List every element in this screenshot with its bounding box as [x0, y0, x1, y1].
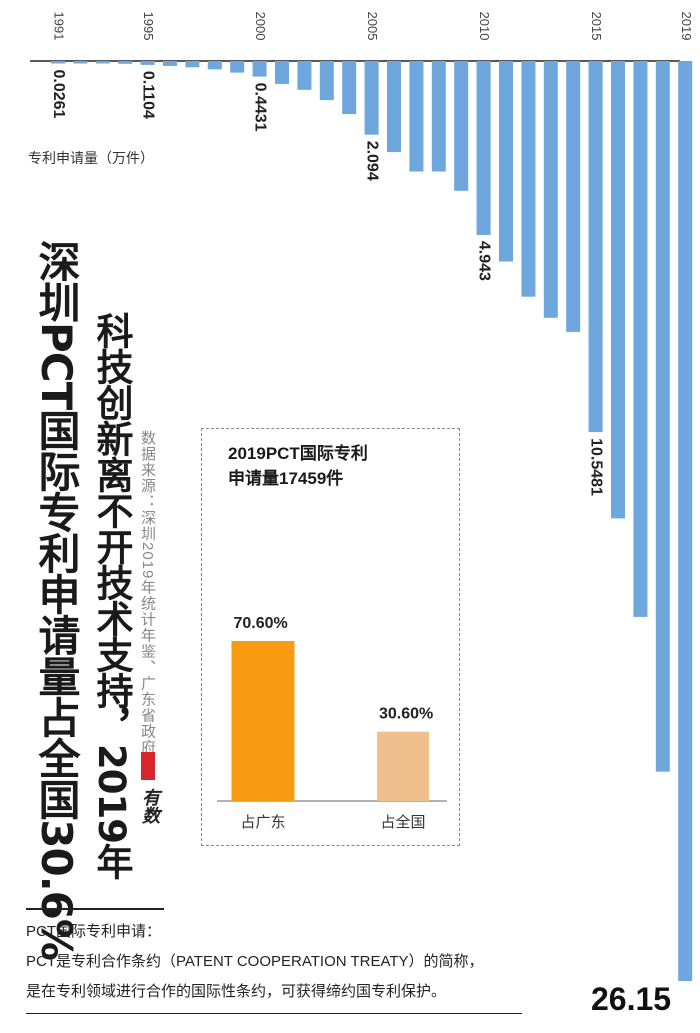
value-label-2010: 4.943 [475, 241, 492, 281]
bar-1996 [163, 61, 177, 66]
year-label-2010: 2010 [477, 12, 492, 41]
footnote-bottom-rule [26, 1013, 522, 1014]
bar-2011 [499, 61, 513, 262]
footnote-line-2: 是在专利领域进行合作的国际性条约，可获得缔约国专利保护。 [26, 983, 447, 1000]
inset-category-label-1: 占广东 [240, 814, 285, 831]
bar-2010 [476, 61, 491, 235]
inset-title-line1: 2019PCT国际专利 [228, 444, 368, 463]
year-label-1995: 1995 [141, 12, 156, 41]
footnote-heading: PCT国际专利申请： [26, 923, 162, 940]
value-label-2015: 10.5481 [587, 438, 604, 496]
inset-bar-chart: 70.60% 占广东 30.60% 占全国 [217, 615, 447, 831]
inset-bar-2 [377, 731, 429, 801]
bar-2009 [454, 61, 469, 191]
inset-chart-panel: 2019PCT国际专利 申请量17459件 70.60% 占广东 30.60% 占全国 [201, 428, 460, 846]
bar-2005 [364, 61, 379, 135]
bar-2006 [387, 61, 401, 153]
bar-1998 [207, 61, 222, 70]
bar-2001 [275, 61, 289, 84]
inset-title: 2019PCT国际专利 申请量17459件 [228, 441, 448, 491]
bar-2007 [409, 61, 424, 172]
bar-2000 [252, 61, 267, 77]
bar-1991 [51, 61, 65, 64]
inset-value-label-2: 30.60% [379, 706, 433, 723]
brand-logo [141, 752, 155, 780]
value-label-1995: 0.1104 [139, 71, 156, 119]
main-title: 深圳PCT国际专利申请量占全国30.6% [32, 240, 81, 960]
year-label-2005: 2005 [365, 12, 380, 41]
inset-category-label-2: 占全国 [380, 813, 425, 831]
bar-1994 [118, 61, 133, 64]
bar-2003 [319, 61, 334, 101]
bar-1993 [95, 61, 110, 64]
bar-2012 [521, 61, 536, 297]
bar-1992 [73, 61, 88, 64]
inset-value-label-1: 70.60% [234, 615, 288, 632]
data-source-note: 数据来源：深圳2019年统计年鉴、广东省政府网 [139, 430, 156, 772]
footnote-top-rule [26, 908, 164, 910]
value-label-2005: 2.094 [363, 141, 380, 181]
year-label-1991: 1991 [52, 12, 67, 41]
footnote-line-1: PCT是专利合作条约（PATENT COOPERATION TREATY）的简称… [26, 953, 484, 970]
subtitle: 科技创新离不开技术支持，2019年 [90, 312, 133, 879]
bar-2019 [678, 61, 693, 981]
year-label-2000: 2000 [253, 12, 268, 41]
bar-2014 [566, 61, 581, 332]
year-label-2015: 2015 [589, 12, 604, 41]
value-label-1991: 0.0261 [50, 70, 67, 119]
brand-script-logo: 有数 [139, 788, 160, 824]
value-label-2019: 26.15 [591, 981, 672, 1017]
inset-title-line2: 申请量17459件 [228, 469, 344, 488]
bar-2002 [297, 61, 312, 90]
bar-2004 [342, 61, 357, 115]
y-axis-title: 专利申请量（万件） [28, 150, 154, 166]
value-label-2000: 0.4431 [251, 83, 268, 132]
bar-2017 [633, 61, 648, 617]
year-label-2019: 2019 [679, 12, 694, 41]
bar-2018 [655, 61, 670, 772]
bar-1999 [230, 61, 245, 73]
bar-2013 [543, 61, 558, 318]
bar-2015 [588, 61, 603, 433]
bar-1995 [140, 61, 155, 65]
inset-bar-1 [231, 641, 295, 801]
bar-2016 [611, 61, 625, 519]
bar-1997 [185, 61, 200, 68]
bar-2008 [431, 61, 446, 172]
